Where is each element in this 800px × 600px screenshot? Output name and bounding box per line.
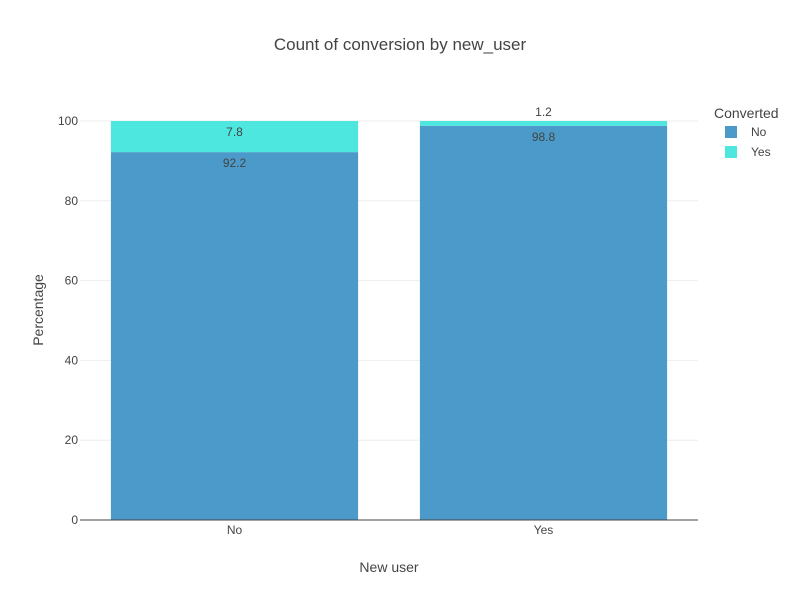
- bar-no-yes: [110, 121, 359, 153]
- x-axis-ticks: No Yes: [227, 523, 553, 537]
- y-tick-label: 20: [65, 433, 79, 447]
- x-axis-label: New user: [359, 559, 418, 575]
- legend-swatch: [725, 146, 737, 158]
- y-tick-label: 0: [71, 513, 78, 527]
- chart-title: Count of conversion by new_user: [274, 35, 527, 54]
- legend-item-yes[interactable]: Yes: [725, 145, 771, 159]
- data-label: 92.2: [223, 156, 247, 170]
- bar-yes-no: [419, 125, 668, 521]
- x-tick-label: Yes: [534, 523, 554, 537]
- bars: [110, 121, 668, 521]
- legend-title: Converted: [714, 105, 779, 121]
- legend: Converted No Yes: [714, 105, 779, 159]
- legend-item-no[interactable]: No: [725, 125, 767, 139]
- legend-label: No: [751, 125, 767, 139]
- legend-swatch: [725, 126, 737, 138]
- y-axis-label: Percentage: [30, 274, 46, 346]
- data-labels: 92.2 7.8 98.8 1.2: [223, 105, 556, 170]
- bar-yes-yes: [419, 121, 668, 126]
- data-label: 98.8: [532, 130, 556, 144]
- data-label: 1.2: [535, 105, 552, 119]
- y-tick-label: 40: [65, 353, 79, 367]
- y-axis-ticks: 0 20 40 60 80 100: [58, 114, 78, 527]
- legend-label: Yes: [751, 145, 771, 159]
- y-tick-label: 80: [65, 194, 79, 208]
- y-tick-label: 100: [58, 114, 78, 128]
- bar-no-no: [110, 152, 359, 520]
- data-label: 7.8: [226, 125, 243, 139]
- y-tick-label: 60: [65, 274, 79, 288]
- x-tick-label: No: [227, 523, 243, 537]
